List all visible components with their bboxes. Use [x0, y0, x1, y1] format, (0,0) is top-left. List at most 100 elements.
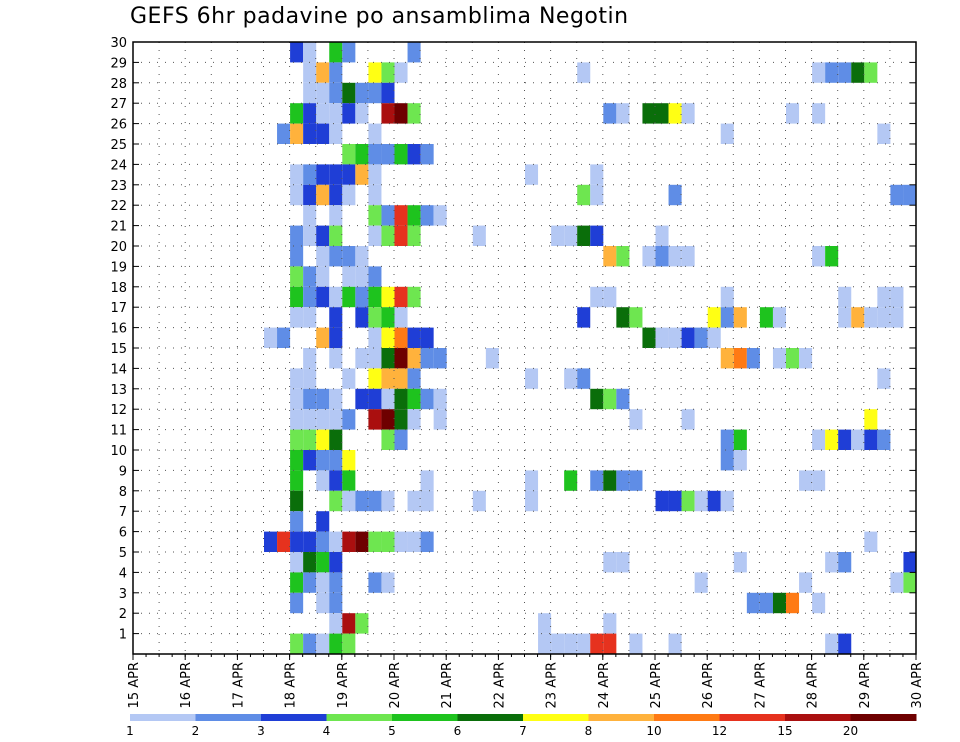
heatmap-cell	[603, 388, 617, 410]
heatmap-cell	[825, 62, 839, 83]
heatmap-cell	[329, 62, 343, 83]
heatmap-cell	[342, 368, 356, 389]
colorbar-label: 3	[257, 724, 265, 738]
heatmap-cell	[290, 184, 304, 206]
heatmap-cell	[290, 511, 304, 532]
colorbar-label: 1	[126, 724, 134, 738]
heatmap-cell	[290, 225, 304, 246]
heatmap-cell	[316, 572, 330, 593]
heatmap-cell	[733, 307, 747, 328]
heatmap-cell	[720, 490, 734, 512]
heatmap-cell	[407, 327, 421, 348]
y-tick-label: 6	[119, 526, 127, 541]
heatmap-cell	[342, 470, 356, 491]
colorbar-label: 2	[192, 724, 200, 738]
heatmap-cell	[707, 490, 721, 512]
x-tick-label: 21 APR	[440, 662, 455, 708]
heatmap-cell	[851, 307, 865, 328]
x-tick-label: 25 APR	[649, 662, 664, 708]
heatmap-cell	[316, 429, 330, 450]
x-tick-label: 28 APR	[806, 662, 821, 708]
heatmap-cell	[303, 531, 317, 552]
y-tick-label: 10	[110, 444, 127, 459]
heatmap-cell	[564, 470, 578, 491]
cells-layer	[264, 42, 917, 654]
heatmap-cell	[733, 348, 747, 369]
x-tick-label: 19 APR	[336, 662, 351, 708]
heatmap-cell	[472, 490, 486, 512]
heatmap-cell	[838, 307, 852, 328]
heatmap-cell	[864, 409, 878, 430]
heatmap-cell	[290, 266, 304, 287]
heatmap-cell	[303, 409, 317, 430]
heatmap-cell	[903, 552, 917, 573]
heatmap-cell	[433, 388, 447, 410]
heatmap-cell	[355, 144, 369, 165]
heatmap-cell	[407, 103, 421, 124]
heatmap-cell	[733, 552, 747, 573]
heatmap-cell	[799, 572, 813, 593]
heatmap-cell	[329, 82, 343, 104]
heatmap-cell	[394, 103, 408, 124]
colorbar-swatch	[850, 714, 917, 721]
y-tick-label: 9	[119, 464, 127, 479]
heatmap-cell	[629, 633, 643, 654]
y-tick-label: 11	[110, 424, 127, 439]
heatmap-cell	[772, 348, 786, 369]
heatmap-cell	[381, 388, 395, 410]
y-tick-label: 27	[110, 97, 127, 112]
heatmap-cell	[303, 450, 317, 471]
heatmap-cell	[303, 123, 317, 144]
heatmap-cell	[355, 490, 369, 512]
x-tick-label: 18 APR	[284, 662, 299, 708]
heatmap-cell	[381, 348, 395, 369]
heatmap-cell	[290, 42, 304, 63]
heatmap-cell	[394, 62, 408, 83]
heatmap-cell	[329, 348, 343, 369]
heatmap-cell	[551, 225, 565, 246]
heatmap-cell	[681, 246, 695, 267]
heatmap-cell	[303, 225, 317, 246]
heatmap-cell	[825, 633, 839, 654]
heatmap-cell	[420, 470, 434, 491]
heatmap-cell	[290, 164, 304, 185]
heatmap-cell	[786, 103, 800, 124]
colorbar-label: 6	[454, 724, 462, 738]
heatmap-cell	[329, 572, 343, 593]
heatmap-cell	[329, 184, 343, 206]
heatmap-cell	[316, 552, 330, 573]
heatmap-cell	[838, 552, 852, 573]
heatmap-cell	[877, 429, 891, 450]
heatmap-cell	[590, 633, 604, 654]
heatmap-cell	[733, 429, 747, 450]
heatmap-cell	[616, 552, 630, 573]
heatmap-cell	[316, 286, 330, 308]
heatmap-cell	[759, 592, 773, 614]
y-tick-label: 2	[119, 607, 127, 622]
heatmap-cell	[772, 592, 786, 614]
heatmap-cell	[381, 82, 395, 104]
heatmap-cell	[355, 348, 369, 369]
heatmap-cell	[303, 42, 317, 63]
heatmap-cell	[525, 368, 539, 389]
heatmap-cell	[342, 531, 356, 552]
heatmap-cell	[616, 388, 630, 410]
colorbar-label: 15	[777, 724, 792, 738]
heatmap-cell	[290, 123, 304, 144]
heatmap-cell	[316, 388, 330, 410]
x-axis: 15 APR 16 APR 17 APR 18 APR 19 APR 20 APR 21 A…	[127, 654, 925, 708]
x-tick-label: 24 APR	[597, 662, 612, 708]
heatmap-cell	[342, 103, 356, 124]
heatmap-cell	[407, 225, 421, 246]
heatmap-cell	[838, 286, 852, 308]
y-tick-label: 5	[119, 546, 127, 561]
heatmap-cell	[381, 531, 395, 552]
heatmap-cell	[368, 123, 382, 144]
heatmap-cell	[381, 62, 395, 83]
y-tick-label: 30	[110, 36, 127, 51]
heatmap-cell	[694, 572, 708, 593]
heatmap-cell	[733, 450, 747, 471]
heatmap-cell	[538, 633, 552, 654]
heatmap-cell	[303, 286, 317, 308]
